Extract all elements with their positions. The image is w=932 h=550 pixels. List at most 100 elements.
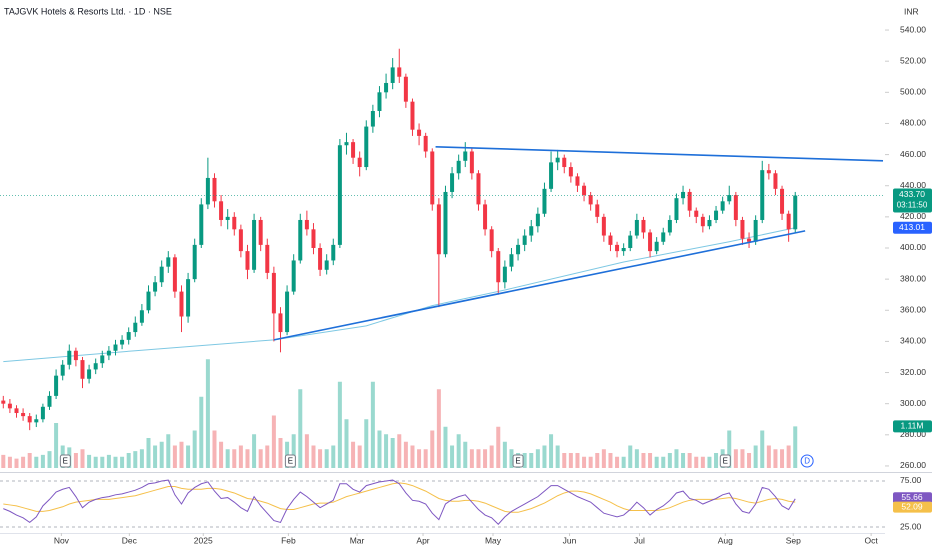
volume-bar <box>364 419 369 468</box>
event-marker <box>719 454 731 468</box>
candle-body <box>364 126 369 168</box>
candle-body <box>489 229 494 252</box>
candle-body <box>47 395 52 407</box>
candle-body <box>747 238 752 242</box>
candle-body <box>219 201 224 220</box>
volume-bar <box>707 456 712 468</box>
volume-bar <box>331 445 336 468</box>
candle-body <box>337 145 342 245</box>
candle-body <box>714 210 719 220</box>
volume-bar <box>133 451 138 468</box>
candle-body <box>456 160 461 174</box>
volume-bar <box>502 441 507 468</box>
candle-body <box>172 257 177 292</box>
candle-body <box>73 350 78 361</box>
volume-bar <box>634 449 639 468</box>
candle-body <box>285 291 290 333</box>
candle-body <box>661 232 666 242</box>
volume-bar <box>377 430 382 468</box>
x-tick-label: Jul <box>634 535 645 545</box>
volume-bar <box>403 441 408 468</box>
candle-body <box>258 219 263 245</box>
volume-bar <box>179 441 184 468</box>
volume-bar <box>93 456 98 468</box>
volume-bar <box>271 415 276 468</box>
candle-body <box>727 195 732 202</box>
volume-bar <box>205 359 210 468</box>
dividend-marker <box>800 454 814 468</box>
x-tick-label: 2025 <box>194 535 213 545</box>
x-tick-label: Feb <box>281 535 296 545</box>
volume-bar <box>740 449 745 468</box>
volume-bar <box>100 456 105 468</box>
candle-body <box>87 369 92 379</box>
volume-bar <box>113 456 118 468</box>
volume-bar <box>615 456 620 468</box>
volume-bar <box>747 453 752 468</box>
candle-body <box>291 260 296 292</box>
x-tick-label: Jun <box>563 535 577 545</box>
volume-bar <box>318 449 323 468</box>
volume-bar <box>1 454 6 468</box>
volume-bar <box>766 445 771 468</box>
candle-body <box>529 226 534 236</box>
candle-body <box>700 216 705 227</box>
volume-bar <box>417 449 422 468</box>
volume-bar <box>575 453 580 468</box>
candle-body <box>681 191 686 199</box>
volume-bar <box>370 381 375 468</box>
candle-body <box>370 111 375 127</box>
candle-body <box>773 173 778 189</box>
y-tick-label: 400.00 <box>900 242 926 252</box>
volume-bar <box>146 438 151 468</box>
candle-body <box>667 219 672 233</box>
volume-bar <box>601 449 606 468</box>
candle-body <box>628 235 633 248</box>
candle-body <box>450 173 455 192</box>
candle-body <box>40 406 45 420</box>
volume-bar <box>7 456 12 468</box>
volume-bar <box>423 449 428 468</box>
volume-bar <box>166 434 171 468</box>
candle-body <box>509 254 514 267</box>
candle-body <box>344 142 349 146</box>
candle-body <box>780 188 785 214</box>
candle-body <box>205 177 210 205</box>
candle-body <box>516 244 521 255</box>
volume-bar <box>225 449 230 468</box>
volume-bar <box>687 453 692 468</box>
candle-body <box>733 195 738 220</box>
y-tick-label: 260.00 <box>900 460 926 470</box>
candle-body <box>225 216 230 220</box>
moving-average <box>3 227 796 363</box>
volume-bar <box>238 445 243 468</box>
candle-body <box>555 157 560 163</box>
volume-bar <box>621 456 626 468</box>
candle-body <box>159 266 164 283</box>
volume-bar <box>483 449 488 468</box>
symbol-title: TAJGVK Hotels & Resorts Ltd. · 1D · NSE <box>4 6 172 16</box>
volume-bar <box>555 445 560 468</box>
volume-bar <box>542 445 547 468</box>
candle-body <box>496 251 501 283</box>
volume-bar <box>139 449 144 468</box>
candle-body <box>430 151 435 205</box>
volume-bar <box>562 453 567 468</box>
candle-body <box>483 204 488 230</box>
event-label: E <box>288 457 293 466</box>
x-tick-label: Aug <box>718 535 733 545</box>
volume-bar <box>694 456 699 468</box>
volume-bar <box>469 449 474 468</box>
volume-bar <box>733 449 738 468</box>
volume-bar <box>674 449 679 468</box>
rsi-tick-label: 75.00 <box>900 475 922 485</box>
candle-body <box>608 235 613 245</box>
volume-bar <box>390 438 395 468</box>
volume-bar <box>344 419 349 468</box>
candle-body <box>766 170 771 174</box>
candle-body <box>265 244 270 273</box>
volume-bar <box>793 426 798 468</box>
x-tick-label: Nov <box>54 535 70 545</box>
candle-body <box>575 176 580 186</box>
